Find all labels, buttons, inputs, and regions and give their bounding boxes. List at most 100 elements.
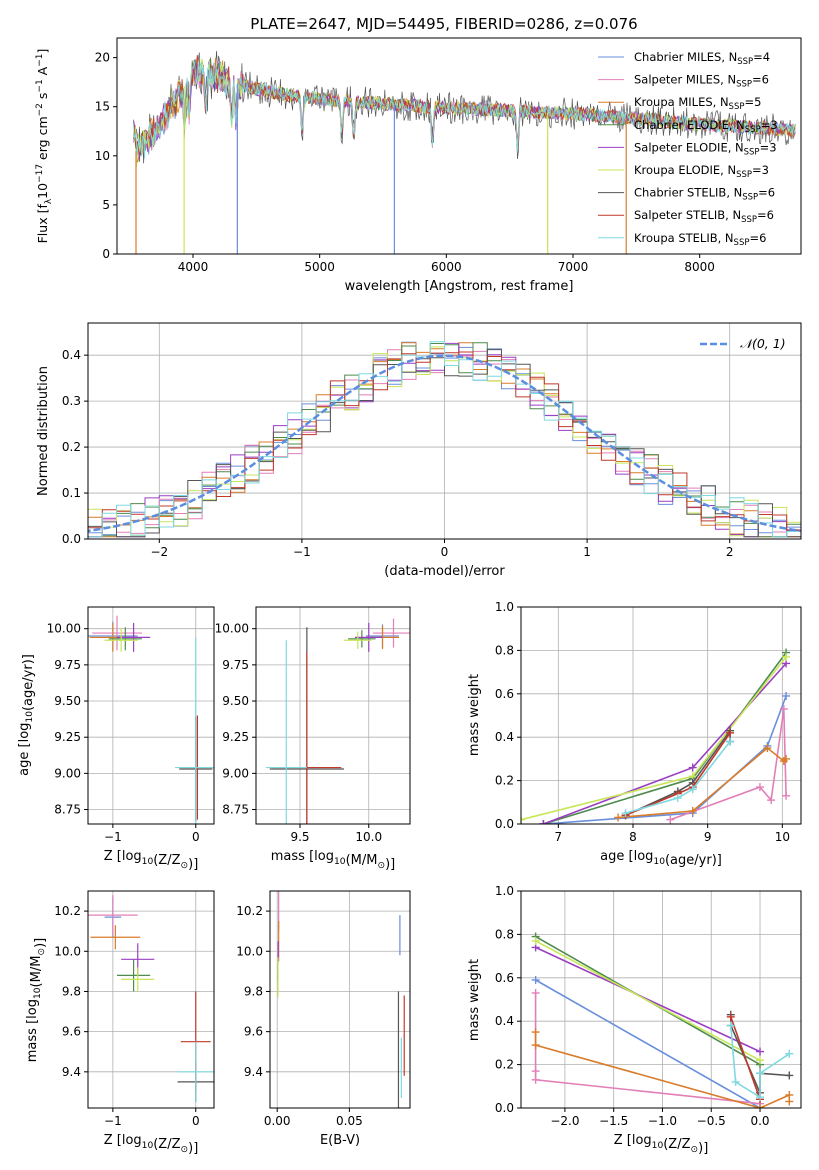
y-tick-label: 9.4 <box>244 1065 263 1079</box>
y-tick-label: 0.4 <box>62 348 81 362</box>
axes-frame <box>87 890 215 1109</box>
series-salpeter-miles <box>666 704 791 824</box>
axes-residuals: −2 −1 0 1 2 0.0 0.1 0.2 0.3 0.4 (data-model)/error… <box>36 322 802 579</box>
axes-frame <box>520 606 802 825</box>
legend-entry: 𝒩(0, 1) <box>740 336 786 351</box>
x-tick-label: −1 <box>104 830 122 844</box>
x-tick-label: 6000 <box>431 260 462 274</box>
x-tick-label: 8000 <box>684 260 715 274</box>
spectrum-line-kroupa-stelib <box>133 60 796 159</box>
x-tick-label: −1 <box>293 545 311 559</box>
series-kroupa-miles <box>531 1028 794 1108</box>
y-tick-label: 0.0 <box>495 817 514 831</box>
x-tick-label: 0 <box>192 1114 200 1128</box>
series-salpeter-elodie <box>531 943 765 1056</box>
series-line <box>535 946 761 1053</box>
y-tick-label: 8.75 <box>54 803 81 817</box>
series-line <box>521 656 787 821</box>
y-tick-label: 15 <box>95 100 110 114</box>
axes-age-vs-mass: 9.5 10.0 8.75 9.00 9.25 9.50 9.75 10.00 mass [lo… <box>215 606 411 872</box>
series-line <box>535 940 761 1062</box>
y-tick-label: 10.0 <box>54 944 81 958</box>
legend-entry: Salpeter STELIB, NSSP=6 <box>634 208 774 225</box>
errorbar-salpeter-elodie <box>117 622 151 652</box>
y-tick-label: 0 <box>102 247 110 261</box>
x-axis-label: wavelength [Angstrom, rest frame] <box>345 279 574 294</box>
y-tick-label: 5 <box>102 198 110 212</box>
y-tick-label: 10.2 <box>236 904 263 918</box>
x-tick-label: −1 <box>104 1114 122 1128</box>
plot-area-mass-vs-Z <box>88 895 214 1102</box>
x-tick-label: 8 <box>629 830 637 844</box>
series-line <box>625 732 731 817</box>
x-tick-label: 1 <box>583 545 591 559</box>
axes-mass-vs-ebv: 0.00 0.05 9.4 9.6 9.8 10.0 10.2 E(B-V) <box>236 890 411 1148</box>
errorbar-kroupa-stelib <box>177 1041 214 1102</box>
y-tick-label: 0.2 <box>62 440 81 454</box>
y-tick-label: 9.75 <box>222 658 249 672</box>
spectrum-line-chabrier-stelib <box>133 50 796 164</box>
axes-frame <box>520 890 802 1109</box>
legend-entry: Chabrier STELIB, NSSP=6 <box>634 186 775 203</box>
series-line <box>670 708 787 821</box>
spectrum-legend: Chabrier MILES, NSSP=4 Salpeter MILES, NS… <box>598 50 778 248</box>
legend-entry: Kroupa ELODIE, NSSP=3 <box>634 163 769 180</box>
x-axis-label: E(B-V) <box>320 1133 360 1148</box>
legend-entry: Kroupa MILES, NSSP=5 <box>634 95 761 112</box>
errorbar-kroupa-elodie <box>104 628 138 652</box>
series-salpeter-elodie <box>539 659 791 824</box>
y-tick-label: 9.6 <box>62 1025 81 1039</box>
axes-frame <box>269 890 411 1109</box>
errorbar-salpeter-elodie <box>355 622 383 652</box>
plot-area-spectrum <box>133 50 796 254</box>
y-tick-label: 0.2 <box>495 774 514 788</box>
y-tick-label: 0.4 <box>495 730 514 744</box>
y-axis-label: Normed distribution <box>36 366 51 496</box>
axes-frame <box>255 606 411 825</box>
y-tick-label: 9.8 <box>244 984 263 998</box>
legend-entry: Salpeter ELODIE, NSSP=3 <box>634 140 777 157</box>
y-tick-label: 0.6 <box>495 971 514 985</box>
series-kroupa-stelib <box>621 737 735 818</box>
y-tick-label: 9.50 <box>54 694 81 708</box>
plot-area-mass-vs-ebv <box>277 891 405 1108</box>
errorbar-chabrier-elodie <box>117 959 151 992</box>
y-tick-label: 8.75 <box>222 803 249 817</box>
y-axis-label: Flux [fλ10−17 erg cm−2 s−1 A−1] <box>35 49 54 244</box>
x-tick-label: −2 <box>150 545 168 559</box>
y-axis-label: mass [log10(M/M⊙)] <box>25 938 48 1062</box>
y-tick-label: 9.00 <box>222 766 249 780</box>
x-tick-label: 0.0 <box>750 1114 769 1128</box>
series-kroupa-stelib <box>726 1021 794 1102</box>
y-tick-label: 0.8 <box>495 643 514 657</box>
x-tick-label: 10 <box>775 830 790 844</box>
y-tick-label: 0.2 <box>495 1058 514 1072</box>
axes-mass-vs-Z: −1 0 9.4 9.6 9.8 10.0 10.2 Z [log10(Z/Z⊙)] mass … <box>25 890 215 1156</box>
axes-frame <box>116 37 802 255</box>
errorbar-kroupa-elodie <box>344 631 372 649</box>
y-tick-label: 9.8 <box>62 984 81 998</box>
y-tick-label: 9.50 <box>222 694 249 708</box>
x-axis-label: age [log10(age/yr)] <box>600 849 722 868</box>
legend-entry: Kroupa STELIB, NSSP=6 <box>634 231 766 248</box>
x-tick-label: 0 <box>192 830 200 844</box>
x-tick-label: 9 <box>704 830 712 844</box>
axes-weight-vs-age: 7 8 9 10 0.0 0.2 0.4 0.6 0.8 1.0 age [log10(age/yr… <box>467 600 802 868</box>
legend-entry: Chabrier ELODIE, NSSP=3 <box>634 118 778 135</box>
x-tick-label: −1.0 <box>648 1114 677 1128</box>
y-tick-label: 0.6 <box>495 687 514 701</box>
y-tick-label: 10.00 <box>215 622 249 636</box>
x-axis-label: Z [log10(Z/Z⊙)] <box>104 1133 199 1156</box>
y-tick-label: 1.0 <box>495 884 514 898</box>
errorbar-kroupa-miles <box>90 925 141 950</box>
y-axis-label: mass weight <box>467 674 482 756</box>
x-tick-label: −0.5 <box>697 1114 726 1128</box>
series-kroupa-miles <box>614 744 791 822</box>
y-tick-label: 9.00 <box>54 766 81 780</box>
errorbar-salpeter-miles <box>88 895 138 936</box>
x-axis-label: (data-model)/error <box>384 564 505 579</box>
figure-title: PLATE=2647, MJD=54495, FIBERID=0286, z=0… <box>250 15 637 33</box>
y-tick-label: 0.0 <box>495 1101 514 1115</box>
